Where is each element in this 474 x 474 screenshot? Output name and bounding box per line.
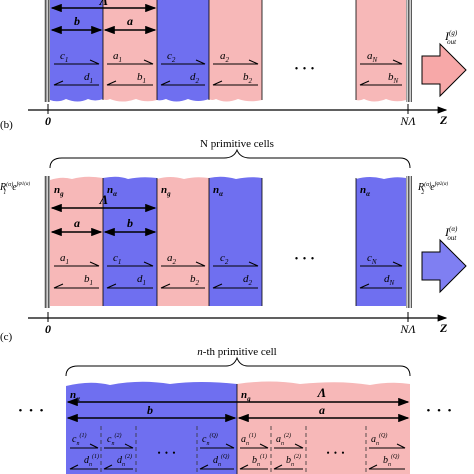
- mode-label: bn(2): [286, 453, 301, 468]
- a-length-label: a: [74, 216, 80, 230]
- period-label: Λ: [317, 385, 327, 400]
- cells-brace: [49, 148, 411, 169]
- mode-label: b1: [84, 273, 93, 287]
- axis-origin-label: 0: [45, 114, 51, 128]
- wave-row-forward: a1 c1 a2 c2 cN: [54, 252, 403, 267]
- wave-row-forward: c1 a1 c2 a2 aN: [54, 50, 403, 65]
- panel-b: (b) N primitive cells ng nα ng nα nα Λ a…: [0, 119, 467, 336]
- side-ellipsis-left: • • •: [18, 405, 45, 417]
- mode-label: a2: [167, 252, 177, 266]
- period-label: Λ: [99, 0, 109, 8]
- layer-blue-n: [356, 177, 406, 306]
- right-reflection-label: R(α) 2 ejφ2(α): [417, 181, 449, 196]
- index-label: ng: [161, 184, 171, 198]
- left-reflection-label: R(α) 1 ejφ1(α): [0, 181, 31, 196]
- refractive-index-labels: ng nα ng nα nα: [54, 184, 370, 198]
- mode-label: d2: [243, 273, 253, 287]
- mode-label: d1: [84, 71, 93, 85]
- mode-label: c1: [113, 252, 121, 266]
- layer-blue: [66, 381, 237, 474]
- brace-label: n-th primitive cell: [197, 346, 276, 358]
- right-mirror: [406, 176, 412, 308]
- index-label: ng: [54, 184, 64, 198]
- axis-label: Z: [439, 113, 448, 127]
- mode-label: dn(Q): [213, 453, 229, 468]
- a-length-label: a: [319, 403, 325, 417]
- layer-blue-2: [209, 176, 262, 306]
- left-mirror: [44, 176, 50, 308]
- mode-label: d2: [190, 71, 200, 85]
- mode-label: an(1): [241, 432, 256, 447]
- output-arrow: [421, 42, 467, 98]
- axis-end-label: NΛ: [399, 114, 416, 128]
- mode-label: d1: [137, 273, 146, 287]
- mode-label: bN: [388, 71, 399, 85]
- layer-pink-1: [103, 0, 157, 102]
- mode-label: a2: [220, 50, 230, 64]
- layer-pink-2: [157, 177, 209, 306]
- index-label: nα: [360, 184, 370, 198]
- axis-end-label: NΛ: [399, 322, 416, 336]
- mode-label: an(2): [276, 432, 291, 447]
- mode-label: cn(2): [107, 432, 121, 447]
- mode-label: c2: [167, 50, 176, 64]
- mode-label: bn(Q): [383, 453, 399, 468]
- mode-label: dn(1): [84, 453, 99, 468]
- mode-label: dN: [384, 273, 395, 287]
- mode-label: c1: [60, 50, 68, 64]
- wave-row-backward: d1 b1 d2 b2 bN: [53, 71, 402, 86]
- ellipsis: • • •: [327, 448, 346, 458]
- ellipsis: • • •: [295, 254, 316, 265]
- sublayer-dividers: [100, 426, 367, 474]
- period-label: Λ: [99, 192, 109, 207]
- mode-label: cN: [367, 252, 377, 266]
- mode-label: bn(1): [252, 453, 267, 468]
- mode-label: dn(2): [117, 453, 132, 468]
- mode-label: a1: [60, 252, 69, 266]
- panel-a: Λ b a c1 a1 c2 a2 aN d1 b1 d2 b2 bN: [28, 0, 467, 128]
- layer-pink-2: [209, 0, 262, 102]
- layer-pink-n: [356, 0, 406, 102]
- output-arrow: [421, 238, 467, 294]
- panel-c-label: (c): [0, 331, 13, 343]
- mode-label: c2: [220, 252, 229, 266]
- panel-c: (c) n-th primitive cell nα ng Λ b a cn(1…: [0, 331, 453, 474]
- mode-label: aN: [367, 50, 378, 64]
- left-mirror: [44, 0, 50, 102]
- output-intensity-label: I(α) out: [444, 225, 458, 242]
- output-intensity-label: I(g) out: [444, 29, 458, 46]
- cell-brace: [65, 356, 411, 377]
- wave-row-backward: b1 d1 b2 d2 dN: [53, 273, 402, 289]
- side-ellipsis-right: • • •: [426, 405, 453, 417]
- axis-label: Z: [439, 321, 448, 335]
- brace-label: N primitive cells: [200, 138, 274, 150]
- mode-label: b1: [137, 71, 146, 85]
- index-label: nα: [107, 184, 117, 198]
- b-length-label: b: [127, 216, 133, 230]
- mode-label: b2: [243, 71, 253, 85]
- b-length-label: b: [74, 14, 80, 28]
- mode-label: cn(1): [72, 432, 86, 447]
- mode-label: cn(Q): [202, 432, 218, 447]
- panel-b-label: (b): [0, 119, 13, 131]
- mode-label: a1: [113, 50, 122, 64]
- layer-blue-1: [50, 0, 103, 102]
- sublayer-wave-row-forward: cn(1) cn(2) cn(Q) an(1) an(2) an(Q): [70, 432, 406, 449]
- mode-label: b2: [190, 273, 200, 287]
- layer-blue-2: [157, 0, 209, 102]
- axis-origin-label: 0: [45, 322, 51, 336]
- right-mirror: [406, 0, 412, 102]
- ellipsis: • • •: [158, 448, 177, 458]
- b-length-label: b: [147, 403, 153, 417]
- a-length-label: a: [127, 14, 133, 28]
- index-label: nα: [213, 184, 223, 198]
- mode-label: an(Q): [371, 432, 387, 447]
- sublayer-wave-row-backward: dn(1) dn(2) dn(Q) bn(1) bn(2) bn(Q): [69, 453, 405, 470]
- ellipsis: • • •: [295, 64, 316, 75]
